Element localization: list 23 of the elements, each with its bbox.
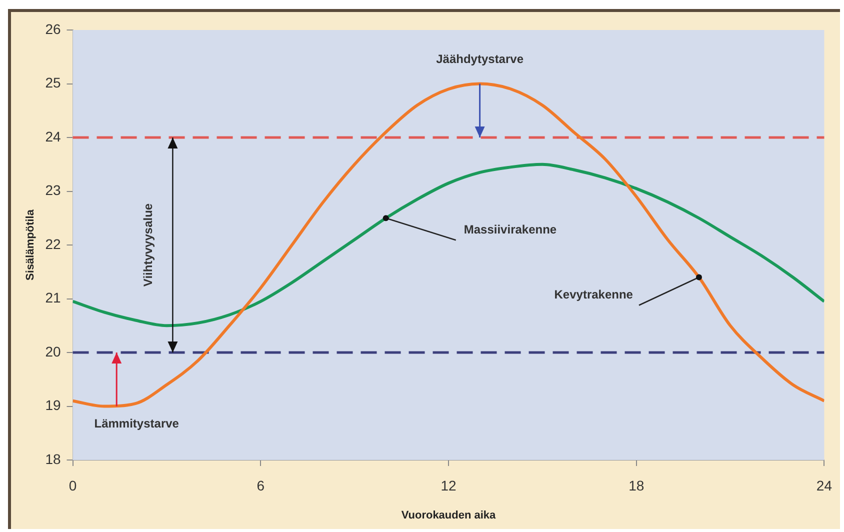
annotation: Lämmitystarve xyxy=(94,416,180,431)
y-tick-label: 22 xyxy=(45,236,61,252)
y-tick-label: 18 xyxy=(45,450,61,467)
y-tick-label: 20 xyxy=(45,343,61,360)
x-tick-label: 12 xyxy=(440,477,456,494)
y-tick-label: 25 xyxy=(45,74,61,91)
line-series xyxy=(72,82,824,408)
x-tick-label: 0 xyxy=(68,477,77,494)
text: Massiivirakenne xyxy=(464,222,557,236)
x-tick-label: 24 xyxy=(816,477,832,494)
text: Kevytrakenne xyxy=(554,288,634,302)
x-tick-label: 6 xyxy=(256,477,265,494)
line-series xyxy=(72,162,824,328)
annotation: Jäähdytystarve xyxy=(436,52,524,66)
x-axis-title: Vuorokauden aika xyxy=(401,509,497,522)
annotation: Viihtyvyysalue xyxy=(141,203,156,287)
y-tick-label: 21 xyxy=(45,290,61,306)
x-tick-label: 18 xyxy=(628,477,644,494)
y-tick-label: 23 xyxy=(45,182,61,198)
y-tick-label: 19 xyxy=(45,397,61,414)
y-tick-label: 26 xyxy=(45,20,61,37)
y-axis-title: Sisälämpötila xyxy=(24,208,37,280)
y-tick-label: 24 xyxy=(45,128,61,144)
